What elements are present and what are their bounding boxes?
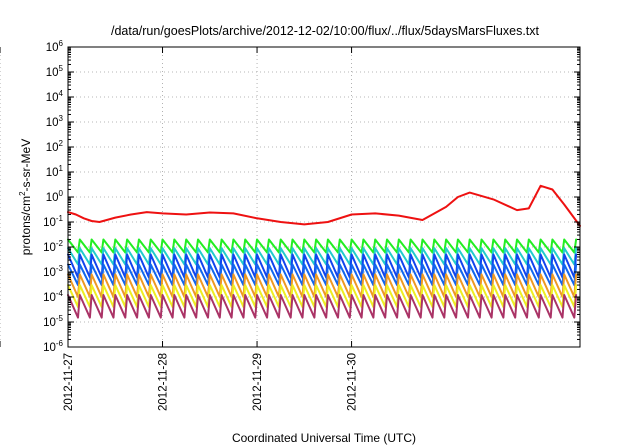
y-tick-base: 10 [46, 92, 59, 104]
y-tick-exp: 5 [59, 64, 64, 73]
series-line-8 [67, 294, 578, 319]
x-tick-label: 2012-11-30 [347, 353, 359, 411]
y-tick-label: 10-2 [43, 239, 63, 254]
y-axis-label-rest: -s-sr-MeV [19, 139, 33, 192]
y-tick-base: 10 [43, 317, 56, 329]
svg-text:protons/cm2-s-sr-MeV: protons/cm2-s-sr-MeV [18, 139, 33, 255]
y-tick-exp: -6 [56, 339, 64, 348]
x-axis-label: Coordinated Universal Time (UTC) [232, 431, 416, 445]
y-tick-base: 10 [46, 192, 59, 204]
y-tick-exp: 0 [59, 189, 64, 198]
y-tick-label: 10-1 [43, 214, 63, 229]
series-line-3 [67, 247, 578, 266]
y-tick-label: 103 [46, 114, 64, 129]
x-tick-label: 2012-11-29 [252, 353, 264, 411]
y-tick-exp: 1 [59, 164, 64, 173]
y-tick-exp: 4 [59, 89, 64, 98]
y-tick-label: 10-3 [43, 264, 63, 279]
y-tick-label: 10-6 [43, 339, 63, 354]
y-tick-exp: 3 [59, 114, 64, 123]
series-line-1 [67, 184, 581, 227]
y-tick-exp: -2 [56, 239, 64, 248]
y-axis: 10-610-510-410-310-210-11001011021031041… [43, 39, 580, 354]
y-tick-exp: -5 [56, 314, 64, 323]
y-tick-label: 10-5 [43, 314, 63, 329]
y-tick-base: 10 [43, 342, 56, 354]
y-tick-base: 10 [43, 292, 56, 304]
y-tick-label: 106 [46, 39, 64, 54]
y-tick-exp: 2 [59, 139, 64, 148]
x-axis: 2012-11-27 2012-11-28 2012-11-29 2012-11-30… [0, 47, 359, 411]
y-tick-base: 10 [46, 42, 59, 54]
x-tick-label: 2012-11-28 [158, 353, 170, 411]
y-tick-base: 10 [46, 142, 59, 154]
series-layer [67, 184, 581, 319]
y-tick-label: 105 [46, 64, 64, 79]
y-axis-label-base: protons/cm [19, 196, 33, 255]
y-tick-base: 10 [46, 67, 59, 79]
y-tick-exp: -4 [56, 289, 64, 298]
y-tick-label: 10-4 [43, 289, 63, 304]
y-tick-label: 101 [46, 164, 64, 179]
y-tick-label: 102 [46, 139, 64, 154]
y-tick-base: 10 [43, 242, 56, 254]
y-tick-label: 104 [46, 89, 64, 104]
y-tick-exp: -3 [56, 264, 64, 273]
y-tick-label: 100 [46, 189, 64, 204]
y-tick-exp: 6 [59, 39, 64, 48]
chart-title: /data/run/goesPlots/archive/2012-12-02/1… [111, 24, 540, 38]
y-axis-label: protons/cm2-s-sr-MeV [18, 139, 33, 255]
y-tick-base: 10 [46, 117, 59, 129]
y-tick-base: 10 [46, 167, 59, 179]
series-line-2 [67, 238, 578, 254]
y-tick-base: 10 [43, 267, 56, 279]
x-tick-label: 2012-11-27 [63, 353, 75, 411]
y-tick-exp: -1 [56, 214, 64, 223]
y-axis-label-sup: 2 [18, 191, 27, 196]
y-tick-base: 10 [43, 217, 56, 229]
